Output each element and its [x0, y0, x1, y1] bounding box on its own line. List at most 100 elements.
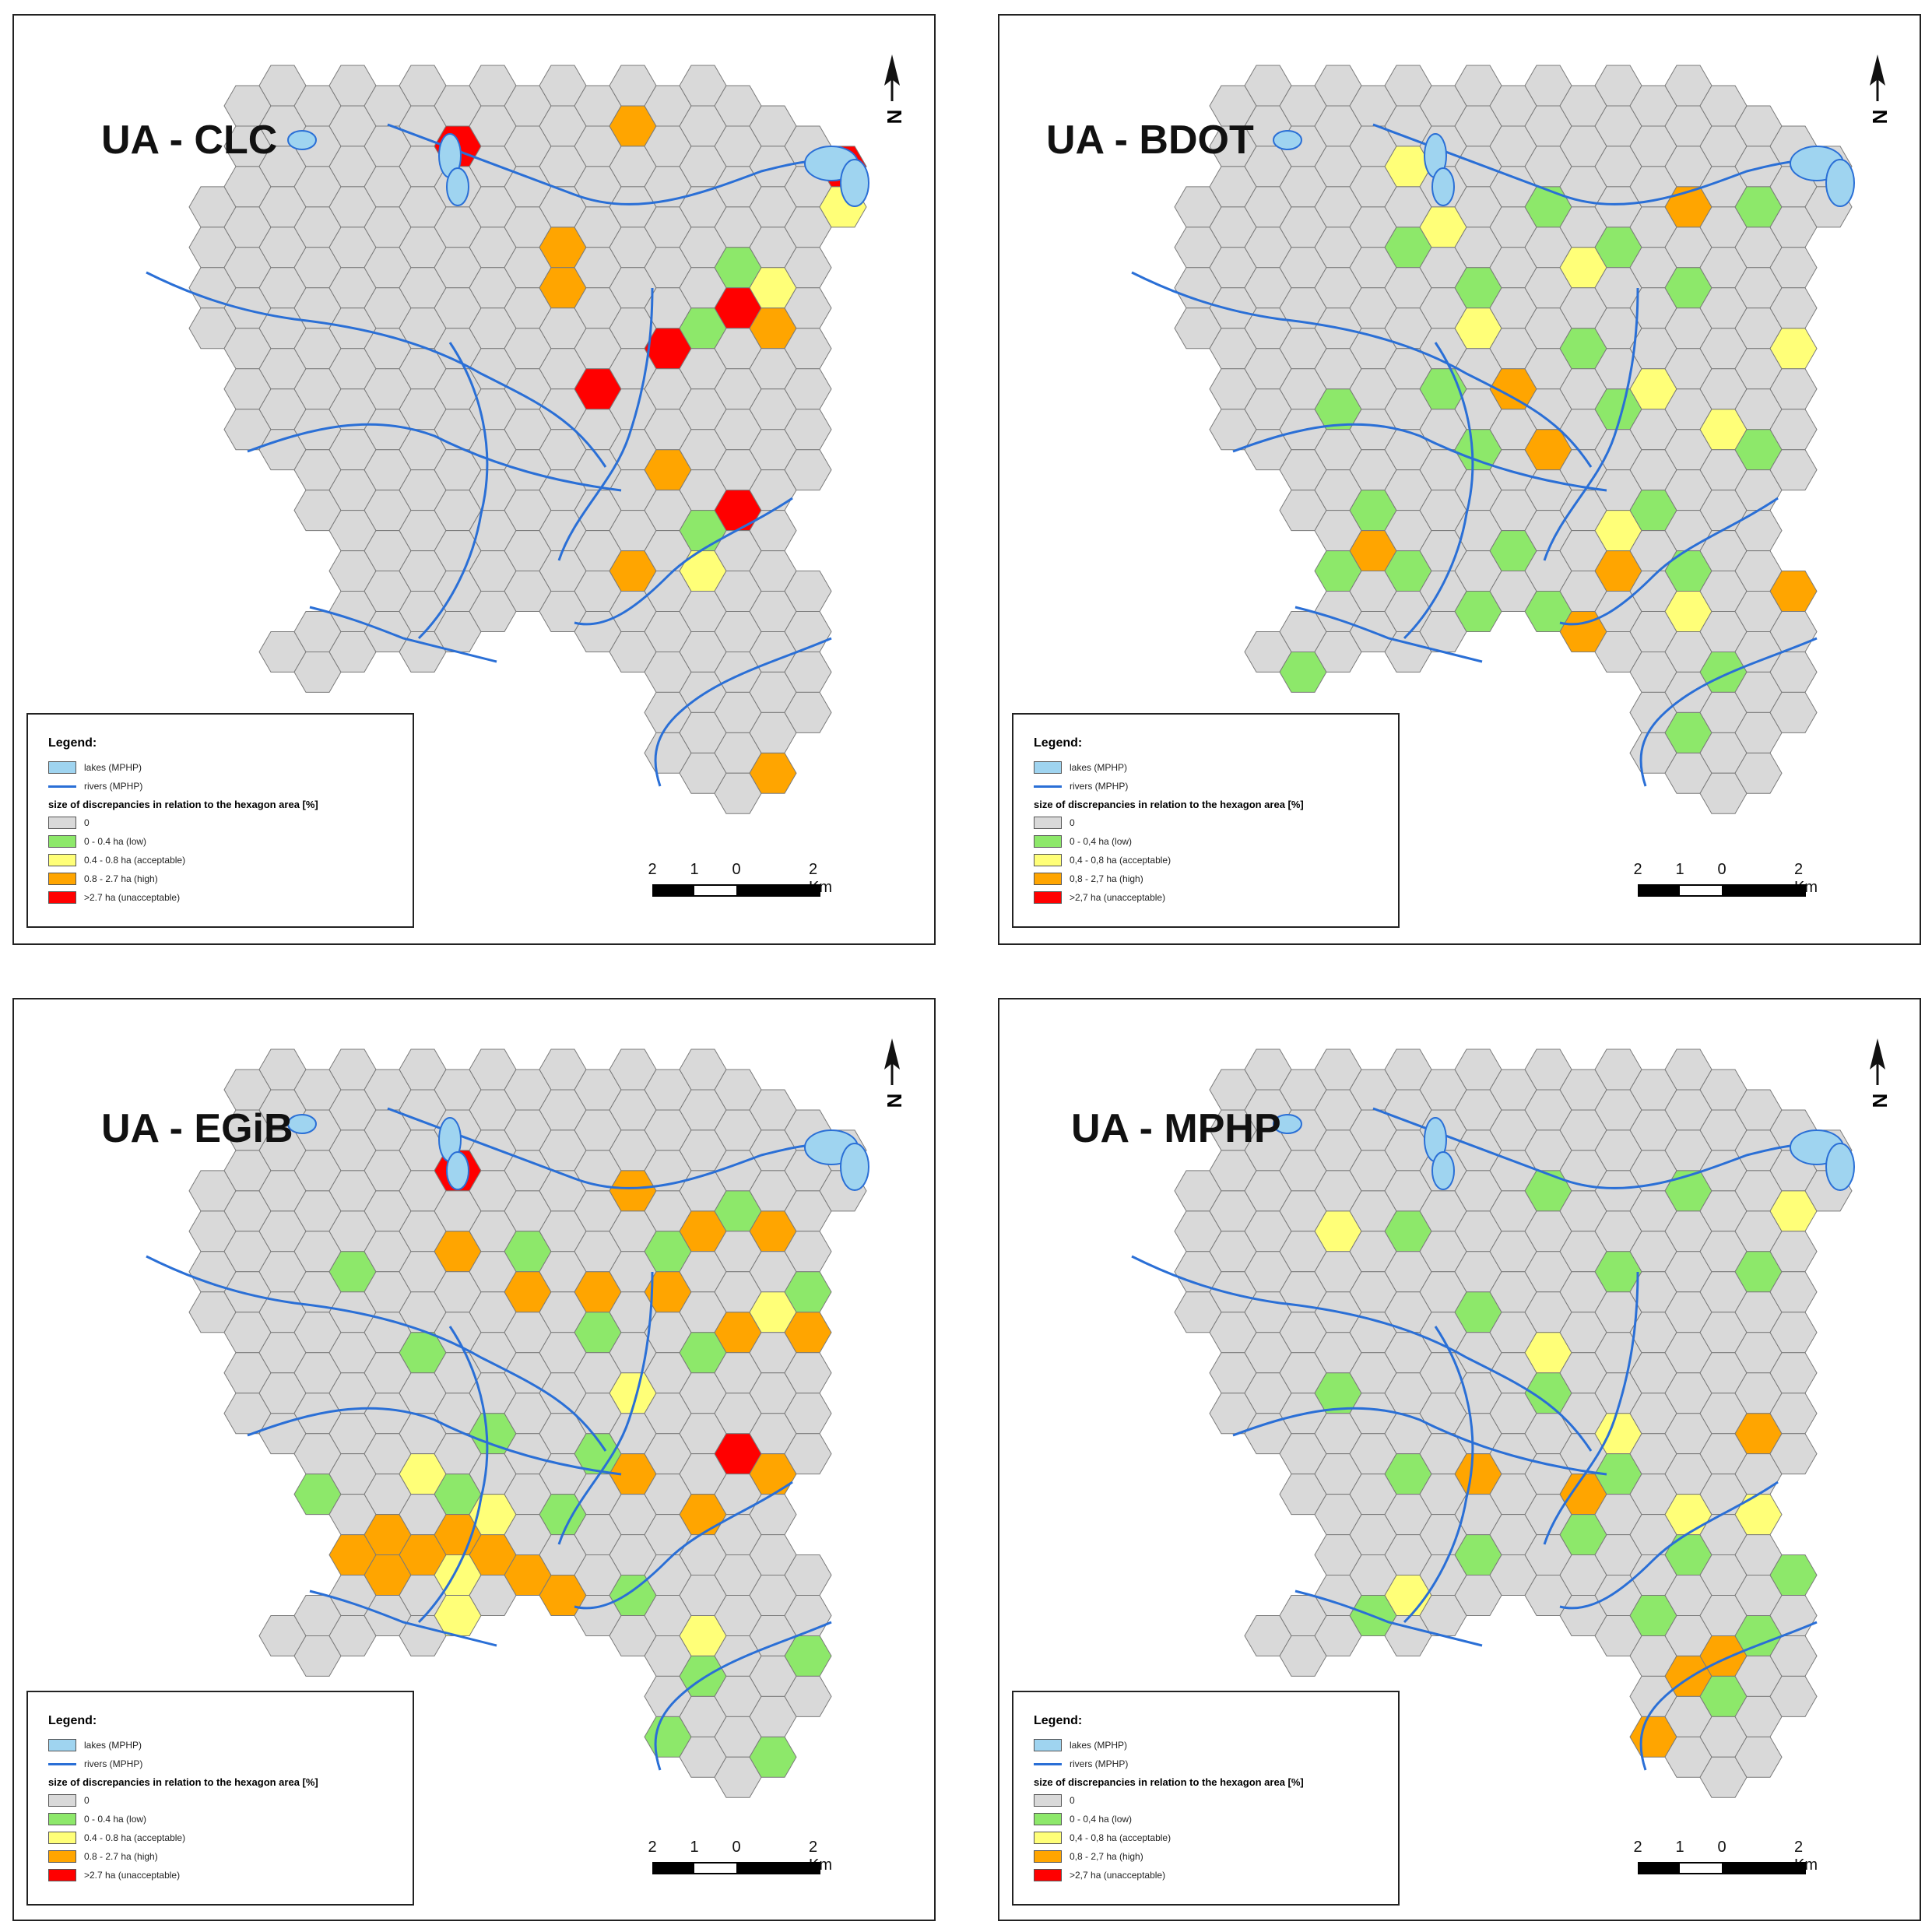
- legend-class-4: >2.7 ha (unacceptable): [84, 892, 181, 903]
- legend-lakes: lakes (MPHP): [1070, 762, 1128, 773]
- river-line-icon: [48, 1762, 76, 1765]
- river-line: [309, 606, 497, 663]
- river-line: [1543, 287, 1639, 561]
- hexagon-cell: [749, 1736, 797, 1778]
- river-line-icon: [48, 785, 76, 788]
- legend-rivers: rivers (MPHP): [1070, 1758, 1129, 1769]
- class-swatch: [1034, 873, 1062, 885]
- river-line: [557, 1271, 654, 1545]
- lake-shape: [840, 1143, 869, 1191]
- scale-label: 0: [1717, 1839, 1727, 1856]
- river-line: [146, 271, 607, 468]
- class-swatch: [1034, 1813, 1062, 1825]
- class-swatch: [1034, 891, 1062, 904]
- map-panel-bdot: UA - BDOT N Legend: lakes (MPHP) rivers …: [998, 14, 1921, 945]
- lake-shape: [1431, 167, 1455, 206]
- map-panel-mphp: UA - MPHP N Legend: lakes (MPHP) rivers …: [998, 998, 1921, 1921]
- scale-bar: 2 1 0 2 Km: [648, 1839, 834, 1893]
- hexagon-cell: [1734, 752, 1783, 794]
- legend-class-4: >2.7 ha (unacceptable): [84, 1870, 181, 1881]
- lake-shape: [840, 159, 869, 207]
- river-line: [417, 342, 489, 640]
- class-swatch: [48, 1794, 76, 1807]
- class-swatch: [1034, 1850, 1062, 1863]
- scale-label: 0: [732, 1839, 741, 1856]
- svg-text:N: N: [1868, 110, 1892, 125]
- legend-rivers: rivers (MPHP): [84, 781, 143, 792]
- river-line: [654, 637, 832, 787]
- hexagon-cell: [784, 1675, 832, 1717]
- legend-size-header: size of discrepancies in relation to the…: [1034, 1776, 1304, 1788]
- scale-label: 2: [648, 1839, 657, 1856]
- class-swatch: [48, 891, 76, 904]
- legend-class-1: 0 - 0.4 ha (low): [84, 836, 147, 847]
- legend-title: Legend:: [48, 736, 97, 750]
- class-swatch: [1034, 854, 1062, 866]
- hexagon-cell: [749, 752, 797, 794]
- map-title: UA - CLC: [101, 118, 278, 163]
- river-line: [1131, 1255, 1593, 1452]
- legend-class-0: 0: [84, 1795, 90, 1806]
- scale-bar: 2 1 0 2 Km: [648, 861, 834, 915]
- river-line: [1639, 637, 1818, 787]
- legend-title: Legend:: [1034, 1714, 1083, 1727]
- legend-size-header: size of discrepancies in relation to the…: [48, 1776, 318, 1788]
- north-arrow-icon: N: [878, 54, 906, 132]
- scale-label: 1: [690, 1839, 699, 1856]
- class-swatch: [48, 1832, 76, 1844]
- river-line: [387, 123, 855, 205]
- svg-text:N: N: [1868, 1094, 1892, 1108]
- river-line: [1372, 1107, 1841, 1189]
- scale-label: 1: [690, 861, 699, 878]
- svg-text:N: N: [883, 110, 906, 125]
- river-line: [1403, 1326, 1474, 1624]
- lake-swatch: [1034, 761, 1062, 774]
- class-swatch: [1034, 817, 1062, 829]
- map-title: UA - BDOT: [1046, 118, 1254, 163]
- legend-rivers: rivers (MPHP): [1070, 781, 1129, 792]
- scale-label: 2: [1633, 1839, 1642, 1856]
- scale-label: 2: [648, 861, 657, 878]
- map-title: UA - EGiB: [101, 1106, 293, 1151]
- river-line: [309, 1590, 497, 1647]
- river-line: [417, 1326, 489, 1624]
- hexagon-cell: [1769, 1433, 1818, 1475]
- legend-size-header: size of discrepancies in relation to the…: [1034, 799, 1304, 810]
- class-swatch: [1034, 835, 1062, 848]
- class-swatch: [48, 835, 76, 848]
- legend-class-4: >2,7 ha (unacceptable): [1070, 1870, 1166, 1881]
- scale-label: 0: [1717, 861, 1727, 878]
- river-line-icon: [1034, 1762, 1062, 1765]
- river-line: [1232, 423, 1607, 492]
- map-legend: Legend: lakes (MPHP) rivers (MPHP) size …: [1012, 1691, 1400, 1906]
- lake-shape: [446, 167, 469, 206]
- north-arrow-icon: N: [878, 1038, 906, 1116]
- river-line: [387, 1107, 855, 1189]
- lake-shape: [1273, 1114, 1302, 1134]
- lake-swatch: [1034, 1739, 1062, 1751]
- class-swatch: [48, 817, 76, 829]
- river-line: [1294, 606, 1483, 663]
- legend-class-1: 0 - 0,4 ha (low): [1070, 836, 1133, 847]
- legend-class-1: 0 - 0,4 ha (low): [1070, 1814, 1133, 1825]
- hexagon-map: [146, 65, 869, 814]
- legend-class-0: 0: [1070, 1795, 1075, 1806]
- class-swatch: [48, 1813, 76, 1825]
- legend-class-0: 0: [1070, 817, 1075, 828]
- map-title: UA - MPHP: [1071, 1106, 1281, 1151]
- class-swatch: [48, 1869, 76, 1881]
- legend-class-0: 0: [84, 817, 90, 828]
- scale-label: 1: [1675, 1839, 1684, 1856]
- hexagon-cell: [1734, 1736, 1783, 1778]
- class-swatch: [48, 854, 76, 866]
- legend-class-3: 0.8 - 2.7 ha (high): [84, 873, 158, 884]
- hexagon-map: [146, 1049, 869, 1798]
- map-panel-clc: UA - CLC N Legend: lakes (MPHP) rivers (…: [12, 14, 936, 945]
- svg-text:N: N: [883, 1094, 906, 1108]
- hexagon-cell: [784, 449, 832, 491]
- legend-size-header: size of discrepancies in relation to the…: [48, 799, 318, 810]
- legend-class-3: 0,8 - 2,7 ha (high): [1070, 1851, 1143, 1862]
- legend-title: Legend:: [1034, 736, 1083, 750]
- legend-lakes: lakes (MPHP): [84, 762, 142, 773]
- hexagon-cell: [784, 691, 832, 733]
